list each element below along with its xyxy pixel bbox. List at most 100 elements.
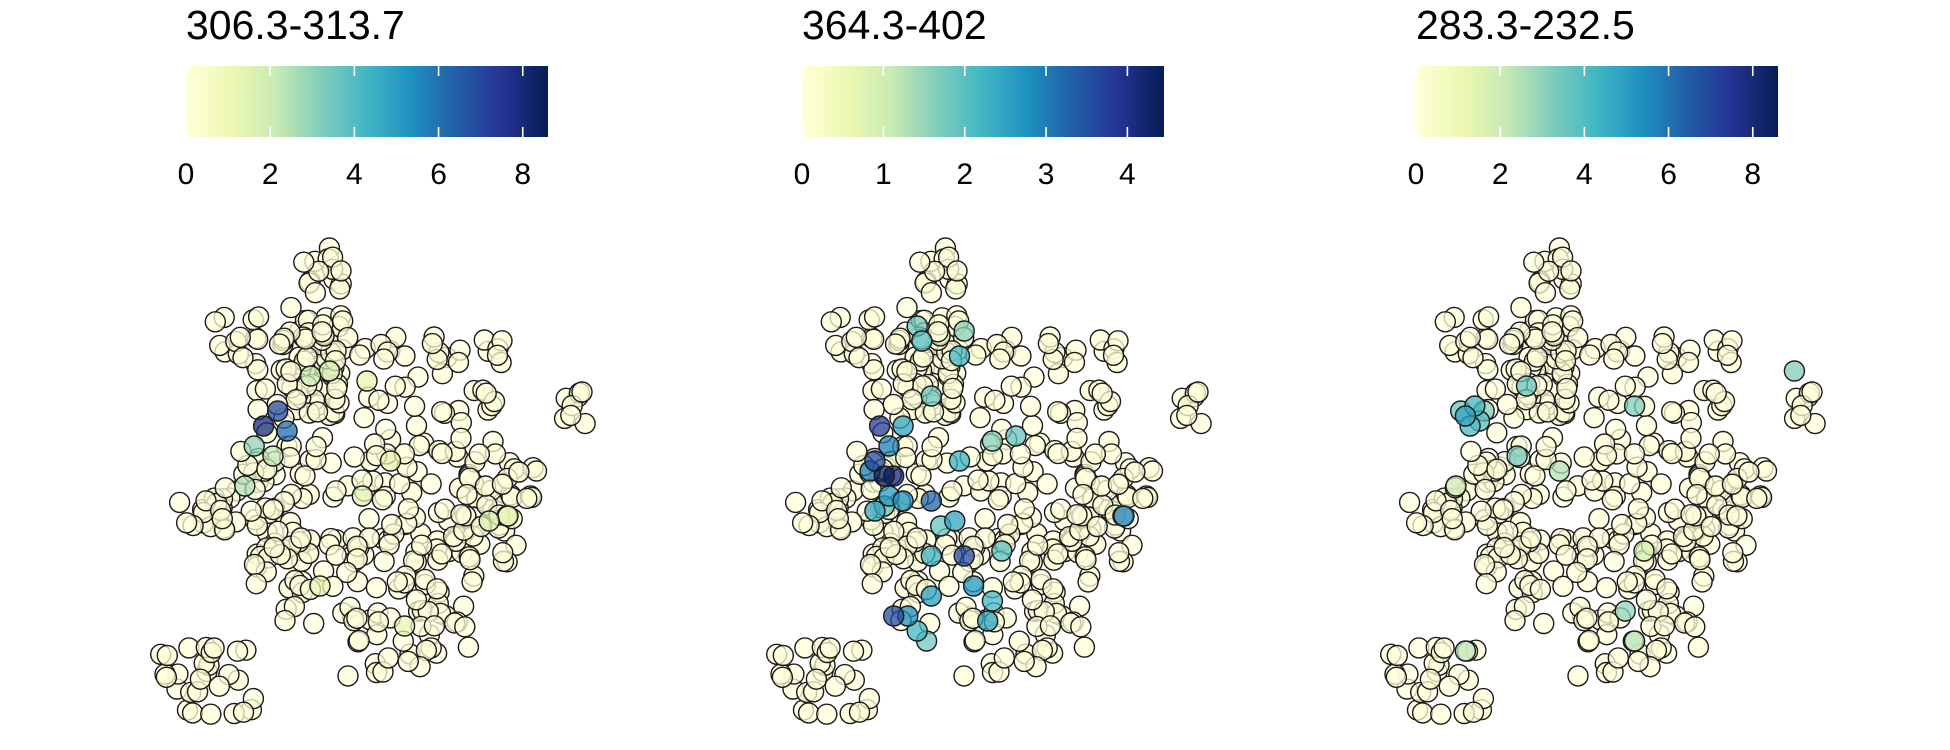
- scatter-point: [884, 333, 907, 355]
- colorbar-step: [333, 66, 338, 137]
- scatter-point: [1021, 589, 1044, 611]
- scatter-point: [816, 703, 838, 725]
- colorbar-step: [1061, 66, 1066, 137]
- colorbar-step: [370, 66, 374, 137]
- colorbar-step: [838, 66, 842, 137]
- scatter-point: [1687, 636, 1710, 658]
- colorbar-step: [1663, 66, 1667, 137]
- colorbar-step: [201, 66, 205, 137]
- colorbar-step: [1437, 66, 1441, 137]
- colorbar-step: [1681, 66, 1686, 137]
- colorbar-step: [886, 66, 891, 137]
- scatter-point: [1548, 460, 1571, 482]
- colorbar-step: [1771, 66, 1776, 137]
- scatter-point: [1627, 650, 1649, 673]
- colorbar-step: [357, 66, 362, 137]
- scatter-point: [247, 306, 270, 328]
- colorbar-step: [1046, 66, 1050, 137]
- colorbar-step: [541, 66, 546, 137]
- colorbar-step: [1145, 66, 1150, 137]
- scatter-point: [945, 278, 967, 300]
- colorbar-tick-label: 1: [875, 158, 892, 191]
- colorbar-step: [998, 66, 1002, 137]
- colorbar-step: [1603, 66, 1607, 137]
- colorbar-step: [1052, 66, 1056, 137]
- scatter-point: [1605, 418, 1627, 440]
- colorbar-step: [967, 66, 972, 137]
- scatter-point: [306, 401, 329, 423]
- colorbar-step: [270, 66, 275, 137]
- colorbar-step: [1467, 66, 1471, 137]
- colorbar-step: [832, 66, 836, 137]
- scatter-point: [1595, 445, 1618, 467]
- colorbar-step: [391, 66, 395, 137]
- colorbar-step: [1028, 66, 1032, 137]
- scatter-point: [1187, 381, 1209, 403]
- scatter-point: [373, 348, 395, 370]
- colorbar-step: [1539, 66, 1544, 137]
- colorbar-step: [1446, 66, 1450, 137]
- colorbar-step: [874, 66, 879, 137]
- colorbar-step: [1669, 66, 1674, 137]
- scatter-point: [1601, 489, 1624, 511]
- scatter-point: [247, 359, 269, 381]
- scatter-point: [791, 512, 814, 534]
- scatter-point: [353, 407, 375, 429]
- colorbar-step: [309, 66, 314, 137]
- scatter-point: [497, 505, 519, 527]
- scatter-point: [285, 389, 307, 411]
- colorbar-step: [1756, 66, 1761, 137]
- scatter-point: [232, 701, 255, 723]
- scatter-point: [1555, 480, 1577, 502]
- colorbar-step: [1720, 66, 1725, 137]
- colorbar-step: [1049, 66, 1053, 137]
- scatter-point: [1047, 543, 1069, 565]
- colorbar-step: [1639, 66, 1643, 137]
- scatter-point: [1504, 609, 1526, 632]
- scatter-point: [861, 573, 883, 595]
- scatter-point: [1684, 616, 1706, 638]
- colorbar-step: [282, 66, 287, 137]
- scatter-point: [1595, 577, 1618, 599]
- scatter-point: [819, 637, 841, 659]
- colorbar-tick-label: 6: [1660, 158, 1677, 191]
- colorbar-step: [297, 66, 302, 137]
- scatter-point: [318, 360, 341, 382]
- colorbar-step: [1055, 66, 1060, 137]
- colorbar-step: [1624, 66, 1628, 137]
- scatter-point: [1084, 443, 1106, 465]
- colorbar-step: [883, 66, 888, 137]
- scatter-point: [343, 446, 365, 468]
- colorbar-step: [249, 66, 253, 137]
- scatter-point: [1721, 473, 1744, 495]
- scatter-point: [508, 461, 530, 483]
- colorbar-step: [1590, 66, 1595, 137]
- scatter-point: [1470, 500, 1492, 522]
- scatter-point: [1559, 278, 1581, 300]
- colorbar-step: [228, 66, 232, 137]
- colorbar-step: [484, 66, 489, 137]
- colorbar-step: [1091, 66, 1096, 137]
- colorbar-step: [895, 66, 900, 137]
- scatter-point: [475, 382, 497, 404]
- colorbar-step: [354, 66, 359, 137]
- scatter-point: [1677, 351, 1700, 374]
- colorbar-step: [1067, 66, 1072, 137]
- scatter-point: [1576, 607, 1598, 629]
- scatter-point: [1529, 578, 1552, 601]
- colorbar-tick-label: 0: [177, 158, 195, 191]
- scatter-point: [276, 420, 298, 442]
- scatter-point: [1077, 571, 1099, 593]
- colorbar-step: [1581, 66, 1586, 137]
- colorbar-step: [1422, 66, 1426, 137]
- colorbar-step: [862, 66, 866, 137]
- colorbar-step: [976, 66, 981, 137]
- scatter-point: [1091, 382, 1113, 404]
- colorbar-step: [1578, 66, 1583, 137]
- colorbar-step: [1455, 66, 1459, 137]
- scatter-point: [420, 473, 442, 495]
- colorbar-step: [904, 66, 909, 137]
- scatter-point: [1475, 573, 1497, 595]
- colorbar-step: [324, 66, 329, 137]
- scatter-point: [214, 477, 237, 499]
